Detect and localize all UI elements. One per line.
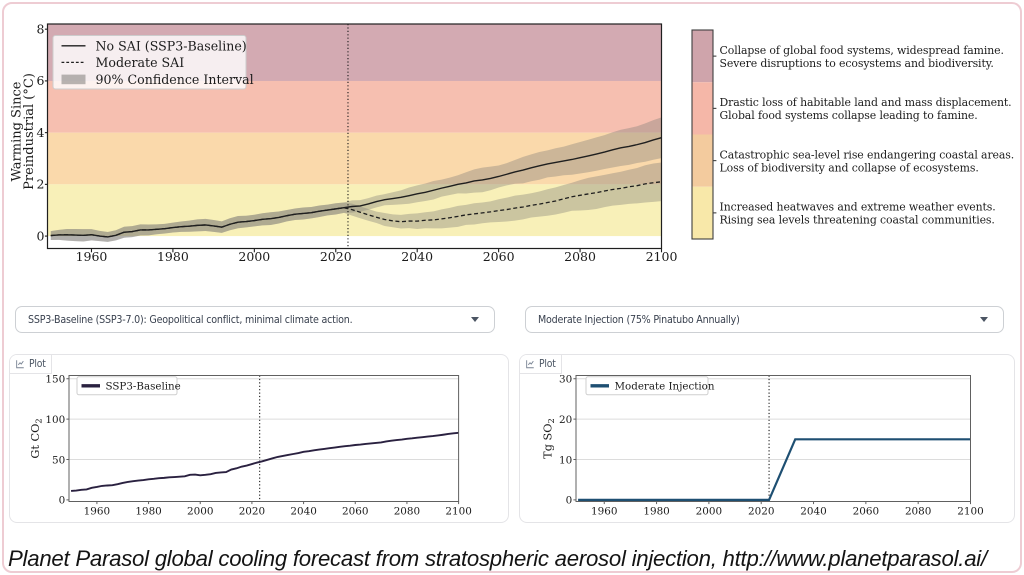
legend-label: No SAI (SSP3-Baseline) [96, 38, 247, 53]
chevron-down-icon [980, 317, 988, 322]
confidence-band [50, 117, 662, 242]
risk-zone-text: Rising sea levels threatening coastal co… [720, 214, 995, 227]
y-tick-label: 4 [37, 125, 45, 140]
y-tick-label: 20 [559, 413, 572, 425]
risk-zone-text: Drastic loss of habitable land and mass … [720, 96, 1012, 109]
y-tick-label: 10 [559, 454, 572, 466]
x-tick-label: 2000 [187, 505, 213, 517]
x-tick-label: 2100 [957, 505, 983, 517]
legend-box [76, 375, 178, 395]
risk-zone-text: Collapse of global food systems, widespr… [720, 44, 1004, 57]
risk-zone-text: Increased heatwaves and extreme weather … [720, 201, 996, 214]
colorbar-segment [692, 134, 713, 187]
legend-label: 90% Confidence Interval [96, 72, 254, 87]
injection-scenario-value: Moderate Injection (75% Pinatubo Annuall… [538, 313, 740, 326]
so2-plot-card: Plot 1960 1980 2000 2020 2040 2060 2080 2100 0 10… [519, 353, 1015, 523]
x-tick-label: 2000 [238, 249, 270, 264]
axes-box [575, 374, 971, 502]
x-tick-label: 2100 [646, 249, 678, 264]
risk-zone-text: Global food systems collapse leading to … [720, 109, 978, 122]
legend-label: SSP3-Baseline [106, 380, 181, 392]
chart-text: Preindustrial (°C) [22, 73, 37, 190]
tab-plot-so2[interactable]: Plot [520, 354, 562, 374]
x-tick-label: 1980 [135, 505, 161, 517]
x-tick-label: 2060 [853, 505, 879, 517]
chart-legend: No SAI (SSP3-Baseline) Moderate SAI 90% Co… [52, 35, 254, 90]
x-tick-label: 2060 [342, 505, 368, 517]
plot-tab-label: Plot [29, 357, 46, 370]
x-tick-label: 2040 [800, 505, 826, 517]
x-tick-label: 2080 [905, 505, 931, 517]
x-tick-label: 2020 [320, 249, 352, 264]
x-tick-label: 1960 [84, 505, 110, 517]
series-dashed [50, 181, 662, 238]
so2-injection-chart: 1960 1980 2000 2020 2040 2060 2080 2100 0 10 20 30 T… [542, 373, 984, 517]
legend-box [585, 375, 709, 395]
y-tick-label: 150 [45, 373, 65, 385]
y-tick-label: 2 [37, 177, 45, 192]
x-tick-label: 2100 [445, 505, 471, 517]
x-tick-label: 1980 [643, 505, 669, 517]
y-tick-label: 30 [559, 373, 572, 385]
y-tick-label: 8 [37, 21, 45, 36]
series-line [70, 431, 459, 492]
colorbar-segment [692, 82, 713, 135]
series-line [578, 437, 971, 501]
co2-emissions-chart: 1960 1980 2000 2020 2040 2060 2080 2100 0 50 100 15… [29, 373, 472, 517]
x-tick-label: 2020 [239, 505, 265, 517]
risk-zone-band [47, 132, 662, 185]
warming-since-preindustrial-chart: 1960 1980 2000 2020 2040 2060 2080 2100 0 2 4 6 8 War… [10, 21, 1015, 264]
chart-text: Warming Since [10, 81, 25, 181]
y-tick-label: 6 [37, 73, 45, 88]
x-tick-label: 2000 [696, 505, 722, 517]
y-axis-label: Tg SO2 [542, 418, 556, 459]
risk-zone-text: Loss of biodiversity and collapse of eco… [720, 161, 979, 174]
y-tick-label: 0 [566, 494, 573, 506]
emissions-scenario-select[interactable]: SSP3-Baseline (SSP3-7.0): Geopolitical c… [15, 306, 495, 333]
legend-label: Moderate SAI [96, 55, 185, 70]
x-tick-label: 1960 [76, 249, 108, 264]
colorbar-segment [692, 186, 713, 239]
risk-colorbar: Collapse of global food systems, widespr… [691, 29, 1015, 240]
risk-zone-band [47, 80, 662, 133]
chevron-down-icon [471, 317, 479, 322]
y-tick-label: 100 [45, 413, 65, 425]
colorbar-border [691, 29, 714, 240]
co2-plot-card: Plot 1960 1980 2000 2020 2040 2060 2080 2100 0 50… [9, 353, 509, 523]
x-tick-label: 2080 [564, 249, 596, 264]
legend-box [52, 35, 247, 90]
plot-icon [15, 359, 25, 369]
tab-plot-co2[interactable]: Plot [10, 354, 52, 374]
emissions-scenario-value: SSP3-Baseline (SSP3-7.0): Geopolitical c… [28, 313, 353, 326]
x-tick-label: 1960 [591, 505, 617, 517]
injection-scenario-select[interactable]: Moderate Injection (75% Pinatubo Annuall… [525, 306, 1004, 333]
axis-ticks: 1960 1980 2000 2020 2040 2060 2080 2100 0 2 4 6 8 [37, 21, 678, 264]
x-tick-label: 2060 [483, 249, 515, 264]
legend-label: Moderate Injection [615, 380, 715, 392]
caption: Planet Parasol global cooling forecast f… [8, 546, 987, 571]
warming-projection-figure: 1960 1980 2000 2020 2040 2060 2080 2100 0 2 4 6 8 War… [10, 21, 1015, 264]
axes-box [68, 374, 460, 502]
x-tick-label: 1980 [157, 249, 189, 264]
plot-icon [525, 359, 535, 369]
axes-box [46, 23, 663, 250]
x-tick-label: 2080 [394, 505, 420, 517]
chart-legend: SSP3-Baseline [76, 375, 181, 395]
colorbar-segment [692, 30, 713, 83]
y-tick-label: 0 [37, 228, 45, 243]
x-tick-label: 2040 [290, 505, 316, 517]
risk-zone-text: Severe disruptions to ecosystems and bio… [720, 57, 994, 70]
risk-zone-text: Catastrophic sea-level rise endangering … [720, 148, 1015, 161]
x-tick-label: 2020 [748, 505, 774, 517]
confidence-band [50, 162, 662, 242]
legend-swatch-ci [61, 74, 86, 85]
chart-legend: Moderate Injection [585, 375, 715, 395]
y-tick-label: 50 [52, 454, 65, 466]
y-axis-label: Gt CO2 [29, 418, 43, 458]
x-tick-label: 2040 [401, 249, 433, 264]
plot-tab-label: Plot [539, 357, 556, 370]
y-tick-label: 0 [59, 494, 66, 506]
